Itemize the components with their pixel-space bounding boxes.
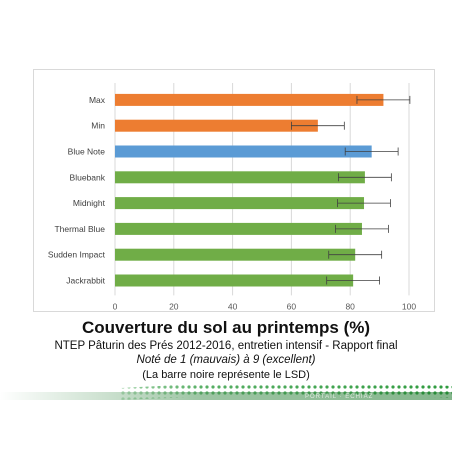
category-label: Jackrabbit [66, 276, 105, 286]
bar [115, 248, 356, 261]
bar [115, 119, 318, 132]
x-tick-label: 80 [345, 301, 355, 311]
category-label: Sudden Impact [48, 250, 106, 260]
bar [115, 171, 365, 184]
chart-title: Couverture du sol au printemps (%) [81, 318, 371, 337]
bar [115, 93, 384, 106]
bar [115, 274, 354, 287]
decorative-footer-band: PORTAIL · ECHIAZ [0, 384, 452, 404]
bar [115, 197, 365, 210]
category-label: Midnight [73, 198, 106, 208]
chart-frame: 0 20 40 60 80 100 Max Min Blue Note Bluebank Midni… [33, 69, 435, 312]
x-tick-label: 0 [113, 301, 118, 311]
category-label: Blue Note [68, 147, 106, 157]
category-label: Thermal Blue [54, 224, 105, 234]
footer-watermark: PORTAIL · ECHIAZ [305, 394, 373, 400]
x-tick-label: 20 [169, 301, 179, 311]
bar-chart: 0 20 40 60 80 100 Max Min Blue Note Bluebank Midni… [48, 83, 416, 311]
category-label: Bluebank [70, 172, 106, 182]
lsd-note: (La barre noire représente le LSD) [142, 369, 310, 381]
bar [115, 145, 372, 158]
bar [115, 222, 362, 235]
x-tick-label: 100 [402, 301, 416, 311]
chart-subtitle: NTEP Pâturin des Prés 2012-2016, entreti… [54, 340, 398, 352]
rating-note: Noté de 1 (mauvais) à 9 (excellent) [136, 354, 316, 366]
category-label: Min [91, 121, 105, 131]
x-tick-label: 60 [287, 301, 297, 311]
category-label: Max [89, 95, 106, 105]
x-tick-label: 40 [228, 301, 238, 311]
